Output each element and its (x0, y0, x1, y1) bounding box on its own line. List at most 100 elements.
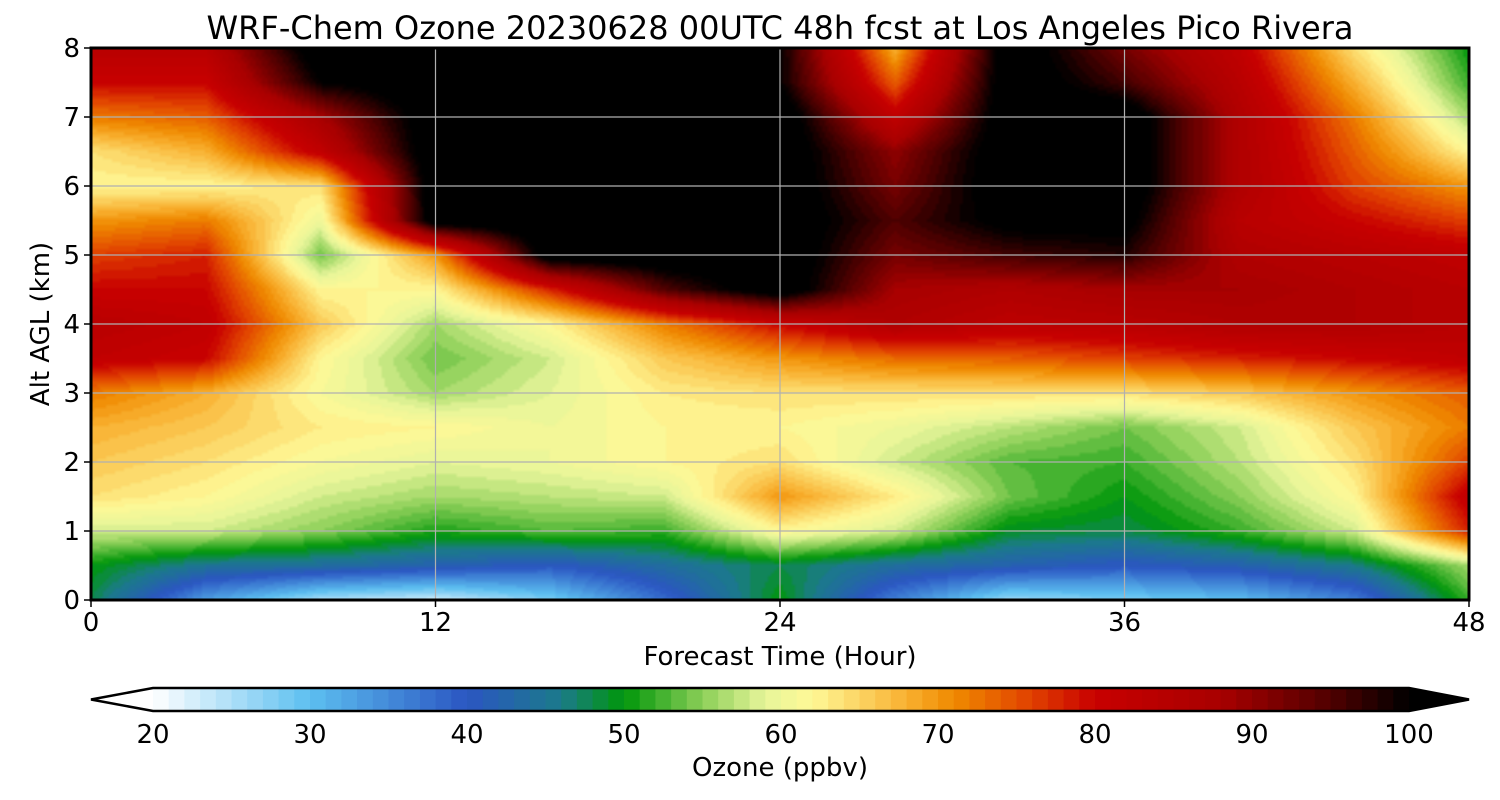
y-tick-label: 5 (63, 241, 80, 271)
colorbar-tick-label: 20 (136, 720, 169, 750)
colorbar-segment (200, 688, 217, 711)
colorbar-segment (498, 688, 515, 711)
colorbar-segment (262, 688, 280, 711)
colorbar-segment (1047, 688, 1065, 711)
y-tick-label: 4 (63, 310, 80, 340)
colorbar-segment (1079, 688, 1096, 711)
colorbar-segment (1032, 688, 1049, 711)
colorbar-label: Ozone (ppbv) (692, 753, 868, 783)
colorbar-segment (592, 688, 609, 711)
plot-area (89, 46, 1471, 602)
colorbar-segment (953, 688, 970, 711)
colorbar-segment (467, 688, 484, 711)
colorbar-segment (1126, 688, 1143, 711)
colorbar-segment (828, 688, 845, 711)
y-tick-label: 0 (63, 586, 80, 616)
x-tick-label: 36 (1108, 608, 1141, 638)
colorbar-segment (702, 688, 719, 711)
colorbar-segment (1220, 688, 1237, 711)
colorbar-segment (1283, 688, 1300, 711)
chart-title: WRF-Chem Ozone 20230628 00UTC 48h fcst a… (207, 9, 1354, 47)
y-tick-label: 7 (63, 103, 80, 133)
colorbar-segment (153, 688, 170, 711)
colorbar-segment (718, 688, 735, 711)
colorbar-extend-high-arrow (1409, 688, 1469, 711)
colorbar-segment (1346, 688, 1363, 711)
colorbar-segment (1267, 688, 1284, 711)
colorbar-tick-label: 50 (607, 720, 640, 750)
colorbar-segment (419, 688, 437, 711)
colorbar-segment (529, 688, 547, 711)
colorbar-segment (608, 688, 625, 711)
colorbar-ticks: 20 30 40 50 60 70 80 90 100 (136, 720, 1433, 750)
colorbar-segment (514, 688, 531, 711)
x-axis: 0 12 24 36 48 (83, 600, 1486, 638)
colorbar-segment (561, 688, 578, 711)
colorbar-segment (231, 688, 248, 711)
colorbar-segment (1157, 688, 1175, 711)
colorbar-tick-label: 90 (1235, 720, 1268, 750)
colorbar-segment (372, 688, 390, 711)
colorbar-segment (859, 688, 876, 711)
colorbar (90, 686, 1470, 713)
colorbar-segment (922, 688, 939, 711)
colorbar-segment (1361, 688, 1379, 711)
colorbar-tick-label: 80 (1078, 720, 1111, 750)
colorbar-segment (1204, 688, 1222, 711)
colorbar-segment (624, 688, 641, 711)
y-tick-label: 6 (63, 172, 80, 202)
colorbar-tick-label: 40 (450, 720, 483, 750)
colorbar-segment (278, 688, 295, 711)
colorbar-segment (1189, 688, 1206, 711)
colorbar-segment (906, 688, 923, 711)
colorbar-segment (671, 688, 688, 711)
colorbar-segment (184, 688, 201, 711)
colorbar-segment (1330, 688, 1347, 711)
colorbar-outline (90, 686, 1470, 713)
x-tick-label: 0 (83, 608, 100, 638)
colorbar-segment (1016, 688, 1033, 711)
colorbar-segment (168, 688, 185, 711)
colorbar-segment (749, 688, 766, 711)
colorbar-segment (686, 688, 704, 711)
colorbar-segment (1063, 688, 1080, 711)
y-tick-label: 8 (63, 34, 80, 64)
colorbar-segment (1393, 688, 1410, 711)
colorbar-segment (1095, 688, 1112, 711)
y-axis-label: Alt AGL (km) (26, 242, 56, 406)
colorbar-segment (843, 688, 861, 711)
colorbar-segment (875, 688, 892, 711)
colorbar-segment (451, 688, 468, 711)
y-tick-label: 2 (63, 448, 80, 478)
y-tick-label: 3 (63, 379, 80, 409)
colorbar-segment (969, 688, 986, 711)
colorbar-segment (482, 688, 499, 711)
colorbar-segment (796, 688, 813, 711)
colorbar-segment (1299, 688, 1316, 711)
colorbar-segment (765, 688, 782, 711)
colorbar-segment (812, 688, 829, 711)
colorbar-segment (938, 688, 955, 711)
colorbar-extend-low-arrow (91, 688, 153, 711)
colorbar-segment (294, 688, 311, 711)
colorbar-segment (325, 688, 342, 711)
colorbar-segment (1314, 688, 1332, 711)
colorbar-segment (733, 688, 751, 711)
colorbar-segment (1142, 688, 1159, 711)
colorbar-segment (655, 688, 672, 711)
colorbar-segment (1110, 688, 1127, 711)
x-tick-label: 24 (763, 608, 796, 638)
x-tick-label: 12 (419, 608, 452, 638)
colorbar-tick-label: 30 (293, 720, 326, 750)
colorbar-segment (1173, 688, 1190, 711)
colorbar-segment (576, 688, 594, 711)
colorbar-segment (1252, 688, 1269, 711)
colorbar-segment (388, 688, 405, 711)
colorbar-tick-label: 100 (1384, 720, 1434, 750)
colorbar-segment (1236, 688, 1253, 711)
colorbar-segment (341, 688, 358, 711)
colorbar-segment (639, 688, 656, 711)
colorbar-segment (545, 688, 562, 711)
colorbar-tick-label: 60 (764, 720, 797, 750)
